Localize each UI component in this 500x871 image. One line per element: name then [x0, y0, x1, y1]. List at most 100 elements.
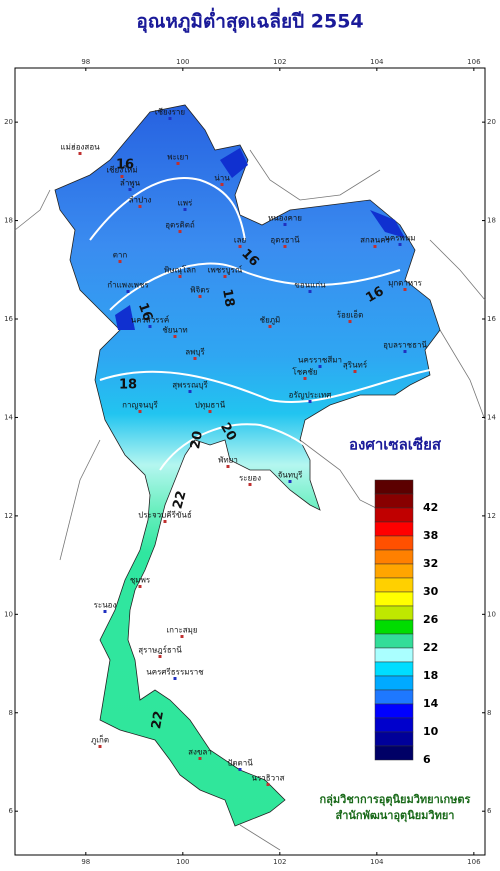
- legend-swatch: [374, 745, 414, 761]
- station-dot: [178, 275, 182, 278]
- station-dot: [353, 370, 357, 373]
- y-tick-label: 20: [4, 118, 13, 126]
- legend-swatch: [374, 507, 414, 523]
- legend-label: 32: [423, 557, 438, 570]
- place-label: อุตรดิตถ์: [165, 220, 195, 230]
- station-dot: [248, 483, 252, 486]
- place-label: สุราษฎร์ธานี: [138, 645, 182, 655]
- station-dot: [120, 175, 124, 178]
- place-label: เพชรบูรณ์: [208, 265, 243, 276]
- station-dot: [398, 243, 402, 246]
- station-dot: [348, 320, 352, 323]
- place-label: ร้อยเอ็ด: [337, 310, 364, 320]
- station-dot: [283, 223, 287, 226]
- place-label: หนองคาย: [268, 214, 302, 223]
- legend-label: 30: [423, 585, 439, 598]
- place-label: ชัยนาท: [162, 326, 187, 335]
- legend-swatch: [374, 521, 414, 537]
- station-dot: [178, 230, 182, 233]
- place-label: น่าน: [214, 174, 230, 183]
- place-label: มุกดาหาร: [388, 279, 423, 288]
- y-tick-label: 10: [487, 610, 496, 618]
- place-label: สุพรรณบุรี: [172, 381, 208, 390]
- x-tick-label: 106: [467, 58, 481, 66]
- place-label: กำแพงเพชร: [107, 281, 149, 290]
- place-label: นครศรีธรรมราช: [146, 668, 204, 677]
- legend-swatch: [374, 535, 414, 551]
- station-dot: [266, 783, 270, 786]
- place-label: อรัญประเทศ: [289, 391, 332, 400]
- place-label: สงขลา: [188, 748, 212, 757]
- x-tick-label: 102: [273, 858, 286, 866]
- legend-swatch: [374, 633, 414, 649]
- legend-swatch: [374, 549, 414, 565]
- station-dot: [138, 410, 142, 413]
- x-tick-label: 104: [370, 58, 384, 66]
- station-dot: [403, 288, 407, 291]
- credit-line: สำนักพัฒนาอุตุนิยมวิทยา: [336, 809, 455, 823]
- station-dot: [283, 245, 287, 248]
- x-tick-label: 98: [81, 58, 90, 66]
- station-dot: [168, 117, 172, 120]
- station-dot: [173, 677, 177, 680]
- place-label: ปทุมธานี: [195, 401, 226, 410]
- place-label: พิจิตร: [190, 286, 210, 295]
- legend-label: 10: [423, 725, 439, 738]
- place-label: นครสวรรค์: [131, 315, 169, 325]
- station-dot: [180, 635, 184, 638]
- y-tick-label: 8: [487, 709, 491, 717]
- legend-label: 6: [423, 753, 431, 766]
- place-label: ระยอง: [239, 474, 261, 483]
- legend-label: 42: [423, 501, 438, 514]
- station-dot: [98, 745, 102, 748]
- place-label: ลำปาง: [129, 196, 152, 205]
- station-dot: [118, 260, 122, 263]
- cold-patches: [115, 148, 405, 330]
- y-tick-label: 18: [487, 217, 496, 225]
- isotherm-label: 18: [119, 378, 137, 393]
- station-dot: [223, 275, 227, 278]
- station-dot: [78, 152, 82, 155]
- x-tick-label: 106: [467, 858, 481, 866]
- legend-swatch: [374, 479, 414, 495]
- place-label: แพร่: [178, 199, 193, 208]
- x-tick-label: 100: [176, 58, 189, 66]
- place-label: นราธิวาส: [251, 774, 284, 783]
- station-dot: [220, 183, 224, 186]
- station-dot: [238, 768, 242, 771]
- station-dot: [198, 295, 202, 298]
- y-tick-label: 6: [487, 807, 492, 815]
- legend-swatch: [374, 619, 414, 635]
- x-tick-label: 102: [273, 58, 286, 66]
- station-dot: [183, 208, 187, 211]
- legend-label: 38: [423, 529, 438, 542]
- y-tick-label: 10: [4, 610, 13, 618]
- station-dot: [148, 325, 152, 328]
- isotherm-label: 16: [116, 158, 134, 173]
- y-tick-label: 20: [487, 118, 496, 126]
- legend-label: 14: [423, 697, 439, 710]
- station-dot: [268, 325, 272, 328]
- station-dot: [198, 757, 202, 760]
- place-label: พะเยา: [167, 153, 188, 162]
- legend-swatch: [374, 563, 414, 579]
- place-label: สกลนคร: [360, 236, 390, 245]
- place-label: พัทยา: [218, 456, 238, 465]
- place-label: อุดรธานี: [270, 236, 300, 245]
- station-dot: [308, 290, 312, 293]
- legend-swatch: [374, 661, 414, 677]
- isotherm-label: 20: [188, 430, 206, 450]
- place-label: ลพบุรี: [185, 348, 205, 357]
- legend-label: 18: [423, 669, 438, 682]
- station-dot: [373, 245, 377, 248]
- legend-swatch: [374, 703, 414, 719]
- legend-swatch: [374, 689, 414, 705]
- place-label: ภูเก็ต: [91, 735, 109, 746]
- y-tick-label: 16: [4, 315, 13, 323]
- legend-swatch: [374, 647, 414, 663]
- y-tick-label: 14: [4, 413, 13, 421]
- place-label: ขอนแก่น: [294, 281, 326, 290]
- x-tick-label: 104: [370, 858, 384, 866]
- station-dot: [103, 610, 107, 613]
